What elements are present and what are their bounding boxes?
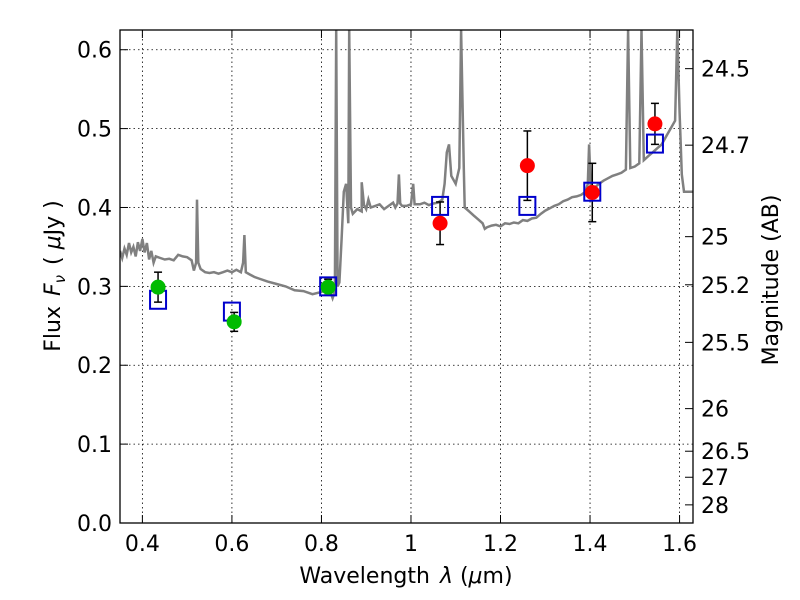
y2-tick-label: 25.2 [701, 274, 750, 299]
y-axis-label: FluxFν( μJy ) [41, 200, 69, 351]
x-tick-label: 1.2 [483, 532, 518, 557]
green-data-point [150, 279, 166, 295]
plot-frame [119, 29, 694, 524]
red-data-point [432, 215, 448, 231]
red-data-point [647, 116, 663, 132]
green-data-point [320, 279, 336, 295]
model-photometry-square [431, 195, 450, 216]
x-tick-label: 1.4 [573, 532, 608, 557]
x-tick-label: 1.6 [662, 532, 697, 557]
x-tick-labels: 0.4 0.6 0.8 1 1.2 1.4 1.6 [125, 532, 697, 557]
y2-tick-label: 25.5 [701, 331, 750, 356]
y-tick-labels: 0.0 0.1 0.2 0.3 0.4 0.5 0.6 [77, 39, 112, 537]
grid [120, 30, 693, 524]
model-photometry-markers [149, 133, 664, 322]
x-axis-label: Wavelength λ (μm) [299, 564, 512, 589]
y-tick-label: 0.1 [77, 433, 112, 458]
green-data-point [226, 314, 242, 330]
y-tick-label: 0.5 [77, 118, 112, 143]
y-tick-label: 0.2 [77, 354, 112, 379]
y-tick-label: 0.6 [77, 39, 112, 64]
axis-ticks [120, 30, 693, 524]
y2-tick-label: 25 [701, 226, 729, 251]
red-data-point [584, 184, 600, 200]
y2-tick-label: 26 [701, 398, 729, 423]
y2-tick-label: 26.5 [701, 440, 750, 465]
x-tick-label: 1 [404, 532, 418, 557]
y2-tick-labels: 24.5 24.7 25 25.2 25.5 26 26.527 28 [701, 58, 750, 519]
observed-photometry-markers [150, 116, 663, 330]
y-tick-label: 0.0 [77, 512, 112, 537]
x-tick-label: 0.8 [304, 532, 339, 557]
y2-tick-label: 28 [701, 494, 729, 519]
y2-tick-label: 27 [701, 466, 729, 491]
model-photometry-square [583, 181, 602, 202]
y2-axis-label: Magnitude (AB) [759, 195, 784, 366]
red-data-point [519, 158, 535, 174]
y2-tick-label: 24.7 [701, 134, 750, 159]
x-tick-label: 0.6 [214, 532, 249, 557]
plot-area [120, 30, 693, 333]
model-photometry-square [645, 133, 664, 154]
y2-tick-label: 24.5 [701, 58, 750, 83]
model-photometry-square [518, 195, 537, 216]
y-tick-label: 0.3 [77, 275, 112, 300]
model-photometry-square [319, 276, 338, 297]
x-tick-label: 0.4 [125, 532, 160, 557]
y-tick-label: 0.4 [77, 196, 112, 221]
